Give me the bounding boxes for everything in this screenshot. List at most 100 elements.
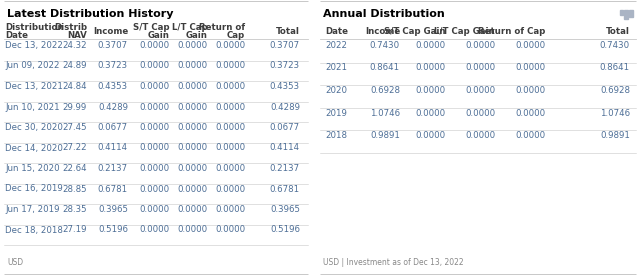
- Text: 0.0000: 0.0000: [140, 82, 170, 91]
- Text: 0.3965: 0.3965: [270, 205, 300, 214]
- Text: 0.0000: 0.0000: [215, 123, 245, 132]
- Text: 1.0746: 1.0746: [600, 109, 630, 117]
- Text: 29.99: 29.99: [63, 103, 87, 111]
- Text: USD | Investment as of Dec 13, 2022: USD | Investment as of Dec 13, 2022: [323, 258, 463, 267]
- Text: 0.3707: 0.3707: [98, 41, 128, 50]
- Text: 0.6928: 0.6928: [600, 86, 630, 95]
- Text: 0.3965: 0.3965: [98, 205, 128, 214]
- Text: 0.0000: 0.0000: [465, 64, 495, 73]
- Text: Return of: Return of: [199, 23, 245, 32]
- Text: 0.0677: 0.0677: [98, 123, 128, 132]
- Text: 2020: 2020: [325, 86, 347, 95]
- Text: 0.0000: 0.0000: [178, 123, 208, 132]
- Text: Dec 16, 2019: Dec 16, 2019: [5, 185, 63, 194]
- Text: 0.3707: 0.3707: [270, 41, 300, 50]
- Text: 0.0000: 0.0000: [178, 41, 208, 50]
- Text: 0.0000: 0.0000: [140, 123, 170, 132]
- Bar: [620, 10, 623, 15]
- Text: Annual Distribution: Annual Distribution: [323, 9, 445, 19]
- Text: 0.7430: 0.7430: [370, 41, 400, 50]
- Text: 0.0000: 0.0000: [215, 226, 245, 235]
- Text: 0.8641: 0.8641: [370, 64, 400, 73]
- Text: 0.4114: 0.4114: [98, 144, 128, 153]
- Text: 0.0000: 0.0000: [215, 82, 245, 91]
- Text: 0.3723: 0.3723: [270, 62, 300, 70]
- Text: 0.0000: 0.0000: [415, 86, 445, 95]
- Text: 24.89: 24.89: [63, 62, 87, 70]
- Text: 0.0000: 0.0000: [178, 226, 208, 235]
- Text: Jun 15, 2020: Jun 15, 2020: [5, 164, 60, 173]
- Text: 0.0000: 0.0000: [215, 205, 245, 214]
- Text: Total: Total: [276, 27, 300, 36]
- Text: 0.0000: 0.0000: [415, 41, 445, 50]
- Bar: [629, 10, 632, 17]
- Text: S/T Cap: S/T Cap: [133, 23, 170, 32]
- Text: 0.0000: 0.0000: [215, 62, 245, 70]
- Text: 0.0000: 0.0000: [515, 86, 545, 95]
- Text: 0.2137: 0.2137: [98, 164, 128, 173]
- Text: Income: Income: [93, 27, 128, 36]
- Text: 0.0000: 0.0000: [465, 41, 495, 50]
- Text: 24.32: 24.32: [62, 41, 87, 50]
- Text: 0.4353: 0.4353: [98, 82, 128, 91]
- Text: 2019: 2019: [325, 109, 347, 117]
- Text: NAV: NAV: [67, 31, 87, 40]
- Text: 0.0000: 0.0000: [465, 109, 495, 117]
- Text: 0.4114: 0.4114: [270, 144, 300, 153]
- Text: 0.2137: 0.2137: [270, 164, 300, 173]
- Text: 0.0000: 0.0000: [415, 131, 445, 140]
- Text: Date: Date: [325, 27, 348, 36]
- Text: Gain: Gain: [186, 31, 208, 40]
- Text: 2018: 2018: [325, 131, 347, 140]
- Text: 0.0000: 0.0000: [178, 144, 208, 153]
- Text: 0.0000: 0.0000: [515, 41, 545, 50]
- Text: 0.0000: 0.0000: [140, 164, 170, 173]
- Text: 0.4353: 0.4353: [270, 82, 300, 91]
- Text: Total: Total: [606, 27, 630, 36]
- Text: 0.0000: 0.0000: [215, 185, 245, 194]
- Text: Jun 17, 2019: Jun 17, 2019: [5, 205, 60, 214]
- Text: Gain: Gain: [148, 31, 170, 40]
- Text: 27.45: 27.45: [62, 123, 87, 132]
- Text: 0.5196: 0.5196: [98, 226, 128, 235]
- Text: 0.0000: 0.0000: [515, 64, 545, 73]
- Text: 0.0000: 0.0000: [415, 109, 445, 117]
- Text: 0.4289: 0.4289: [98, 103, 128, 111]
- Text: Return of Cap: Return of Cap: [477, 27, 545, 36]
- Text: 1.0746: 1.0746: [370, 109, 400, 117]
- Text: 0.0000: 0.0000: [140, 185, 170, 194]
- Text: L/T Cap: L/T Cap: [172, 23, 208, 32]
- Text: Dec 14, 2020: Dec 14, 2020: [5, 144, 63, 153]
- Text: 0.0000: 0.0000: [465, 131, 495, 140]
- Text: Income: Income: [365, 27, 400, 36]
- Text: 0.0000: 0.0000: [140, 226, 170, 235]
- Text: 22.64: 22.64: [62, 164, 87, 173]
- Text: Dec 13, 2021: Dec 13, 2021: [5, 82, 63, 91]
- Text: 28.35: 28.35: [62, 205, 87, 214]
- Text: 0.0000: 0.0000: [215, 103, 245, 111]
- Text: 0.3723: 0.3723: [98, 62, 128, 70]
- Text: Date: Date: [5, 31, 28, 40]
- Text: 0.5196: 0.5196: [270, 226, 300, 235]
- Text: USD: USD: [7, 258, 23, 267]
- Text: 2022: 2022: [325, 41, 347, 50]
- Text: 0.0000: 0.0000: [515, 131, 545, 140]
- Text: 0.0000: 0.0000: [178, 82, 208, 91]
- Text: 0.0000: 0.0000: [140, 144, 170, 153]
- Text: 0.4289: 0.4289: [270, 103, 300, 111]
- Text: 0.6781: 0.6781: [98, 185, 128, 194]
- Text: 0.0000: 0.0000: [215, 144, 245, 153]
- Text: 0.0000: 0.0000: [178, 185, 208, 194]
- Text: Cap: Cap: [227, 31, 245, 40]
- Text: 0.0677: 0.0677: [270, 123, 300, 132]
- Text: Jun 09, 2022: Jun 09, 2022: [5, 62, 60, 70]
- Text: 27.22: 27.22: [62, 144, 87, 153]
- Text: 0.0000: 0.0000: [178, 62, 208, 70]
- Text: 0.0000: 0.0000: [215, 41, 245, 50]
- Text: Dec 30, 2020: Dec 30, 2020: [5, 123, 63, 132]
- Text: 0.0000: 0.0000: [140, 205, 170, 214]
- Text: 0.0000: 0.0000: [178, 164, 208, 173]
- Text: 0.0000: 0.0000: [515, 109, 545, 117]
- Text: 27.19: 27.19: [63, 226, 87, 235]
- Text: Latest Distribution History: Latest Distribution History: [7, 9, 173, 19]
